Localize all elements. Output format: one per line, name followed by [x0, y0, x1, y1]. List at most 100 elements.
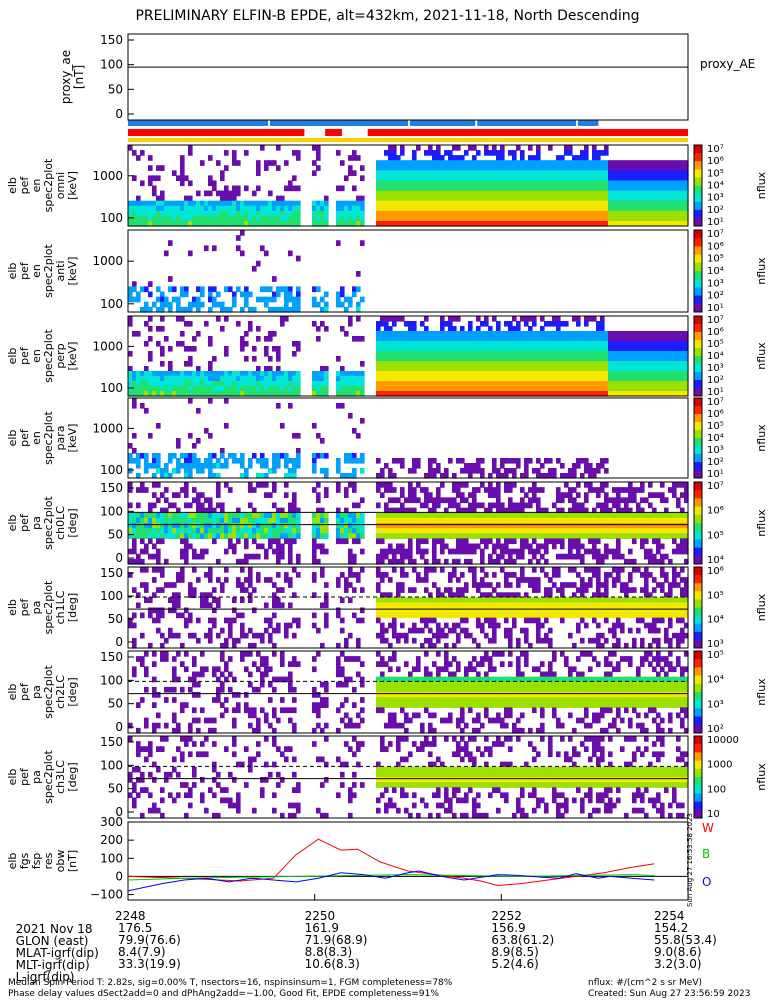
spectrogram-cell: [376, 215, 381, 222]
spectrogram-cell: [172, 391, 177, 397]
spectrogram-cell: [184, 538, 189, 545]
spectrogram-cell: [400, 220, 405, 227]
spectrogram-cell: [228, 538, 233, 545]
spectrogram-cell: [648, 391, 653, 397]
spectrogram-cell: [280, 512, 285, 519]
spectrogram-cell: [212, 376, 217, 382]
spectrogram-cell: [184, 512, 189, 519]
spectrogram-cell: [592, 487, 597, 493]
spectrogram-cell: [612, 356, 617, 362]
spectrogram-cell: [144, 371, 149, 377]
spectrogram-cell: [320, 210, 325, 217]
spectrogram-cell: [376, 517, 381, 524]
spectrogram-cell: [484, 391, 489, 397]
spectrogram-cell: [212, 200, 217, 207]
spectrogram-cell: [564, 331, 569, 337]
spectrogram-cell: [580, 533, 585, 539]
spectrogram-cell: [396, 523, 401, 529]
spectrogram-cell: [624, 341, 629, 347]
spectrogram-cell: [276, 517, 281, 524]
spectrogram-cell: [452, 215, 457, 222]
spectrogram-cell: [324, 523, 329, 529]
spectrogram-cell: [188, 512, 193, 519]
spectrogram-cell: [388, 175, 393, 182]
spectrogram-cell: [492, 487, 497, 493]
spectrogram-cell: [136, 200, 141, 207]
spectrogram-cell: [660, 533, 665, 539]
spectrogram-cell: [392, 528, 397, 534]
spectrogram-cell: [592, 175, 597, 182]
spectrogram-cell: [684, 558, 689, 565]
spectrogram-cell: [128, 458, 133, 464]
spectrogram-cell: [148, 200, 153, 207]
spectrogram-cell: [428, 533, 433, 539]
spectrogram-cell: [436, 175, 441, 182]
spectrogram-cell: [512, 468, 517, 474]
spectrogram-cell: [320, 200, 325, 207]
spectrogram-cell: [428, 528, 433, 534]
spectrogram-cell: [208, 210, 213, 217]
spectrogram-cell: [280, 533, 285, 539]
spectrogram-cell: [536, 517, 541, 524]
spectrogram-cell: [648, 371, 653, 377]
spectrogram-cell: [576, 220, 581, 227]
spectrogram-cell: [492, 175, 497, 182]
spectrogram-cell: [576, 170, 581, 176]
spectrogram-cell: [512, 502, 517, 509]
spectrogram-cell: [208, 507, 213, 514]
spectrogram-cell: [220, 220, 225, 227]
spectrogram-cell: [228, 386, 233, 392]
spectrogram-cell: [496, 170, 501, 176]
spectrogram-cell: [588, 195, 593, 202]
spectrogram-cell: [424, 341, 429, 347]
spectrogram-cell: [484, 175, 489, 182]
spectrogram-cell: [312, 512, 317, 519]
spectrogram-cell: [284, 210, 289, 217]
spectrogram-cell: [512, 533, 517, 539]
spectrogram-cell: [136, 487, 141, 493]
spectrogram-cell: [168, 366, 173, 372]
spectrogram-cell: [284, 512, 289, 519]
spectrogram-cell: [644, 210, 649, 217]
spectrogram-cell: [316, 381, 321, 387]
spectrogram-cell: [676, 376, 681, 382]
spectrogram-cell: [392, 321, 397, 327]
spectrogram-cell: [260, 632, 265, 639]
spectrogram-cell: [192, 567, 197, 573]
spectrogram-cell: [256, 572, 261, 578]
spectrogram-cell: [452, 356, 457, 362]
spectrogram-cell: [296, 291, 301, 298]
spectrogram-cell: [600, 558, 605, 565]
spectrogram-cell: [616, 200, 621, 207]
spectrogram-cell: [420, 336, 425, 342]
spectrogram-cell: [480, 321, 485, 327]
spectrogram-cell: [576, 356, 581, 362]
spectrogram-cell: [560, 220, 565, 227]
spectrogram-cell: [652, 528, 657, 534]
spectrogram-cell: [452, 341, 457, 347]
spectrogram-cell: [536, 160, 541, 166]
spectrogram-cell: [408, 336, 413, 342]
spectrogram-cell: [592, 195, 597, 202]
spectrogram-cell: [460, 543, 465, 550]
spectrogram-cell: [604, 528, 609, 534]
spectrogram-cell: [496, 361, 501, 367]
spectrogram-cell: [192, 346, 197, 352]
spectrogram-cell: [324, 533, 329, 539]
spectrogram-cell: [596, 190, 601, 197]
spectrogram-cell: [536, 190, 541, 197]
spectrogram-cell: [276, 366, 281, 372]
spectrogram-cell: [652, 346, 657, 352]
spectrogram-cell: [664, 376, 669, 382]
spectrogram-cell: [216, 391, 221, 397]
spectrogram-cell: [468, 381, 473, 387]
spectrogram-cell: [516, 351, 521, 357]
spectrogram-cell: [144, 321, 149, 327]
spectrogram-cell: [416, 346, 421, 352]
spectrogram-cell: [596, 180, 601, 187]
spectrogram-cell: [648, 195, 653, 202]
spectrogram-cell: [656, 366, 661, 372]
spectrogram-cell: [596, 366, 601, 372]
spectrogram-cell: [676, 517, 681, 524]
spectrogram-cell: [568, 160, 573, 166]
